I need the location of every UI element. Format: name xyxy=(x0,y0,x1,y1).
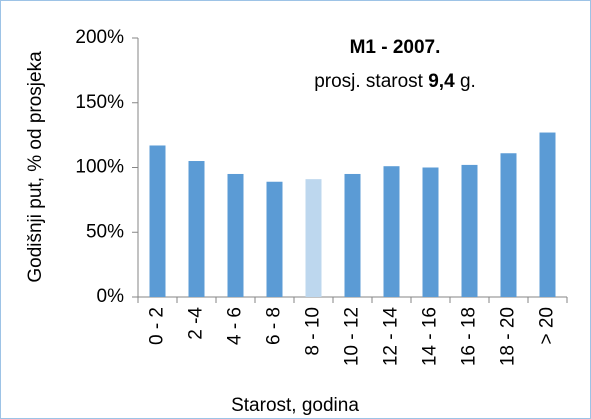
y-tick-label: 50% xyxy=(86,221,124,242)
bar xyxy=(500,153,517,297)
y-tick-label: 100% xyxy=(75,157,124,178)
y-tick-label: 0% xyxy=(97,286,125,307)
x-tick-label: > 20 xyxy=(537,307,558,345)
x-tick-label: 12 - 14 xyxy=(381,307,402,367)
x-tick-label: 16 - 18 xyxy=(459,307,480,366)
x-tick-label: 14 - 16 xyxy=(420,307,441,366)
bar xyxy=(227,173,244,297)
y-tick-label: 200% xyxy=(75,27,124,48)
bar xyxy=(266,181,283,297)
bar xyxy=(383,166,400,297)
bar xyxy=(344,173,361,297)
bar xyxy=(539,132,556,297)
y-tick-label: 150% xyxy=(75,92,124,113)
subtitle-part: g. xyxy=(460,71,476,92)
x-tick-label: 0 - 2 xyxy=(147,307,168,345)
x-tick-label: 4 - 6 xyxy=(225,307,246,345)
bar xyxy=(188,161,205,297)
x-tick-label: 18 - 20 xyxy=(498,307,519,366)
chart-subtitle: prosj. starost 9,4 g. xyxy=(314,71,476,92)
x-tick-label: 6 - 8 xyxy=(264,307,285,345)
subtitle-value: 9,4 xyxy=(428,71,455,92)
x-tick-label: 10 - 12 xyxy=(342,307,363,366)
x-tick-label: 2 -4 xyxy=(186,307,207,340)
bar xyxy=(149,145,166,297)
x-tick-label: 8 - 10 xyxy=(303,307,324,356)
subtitle-part: prosj. starost xyxy=(314,71,423,92)
y-axis-label: Godišnji put, % od prosjeka xyxy=(25,51,46,283)
bar xyxy=(422,167,439,297)
chart-title: M1 - 2007. xyxy=(350,37,441,58)
x-axis-label: Starost, godina xyxy=(231,395,359,416)
bar xyxy=(461,164,478,297)
bar xyxy=(305,179,322,297)
